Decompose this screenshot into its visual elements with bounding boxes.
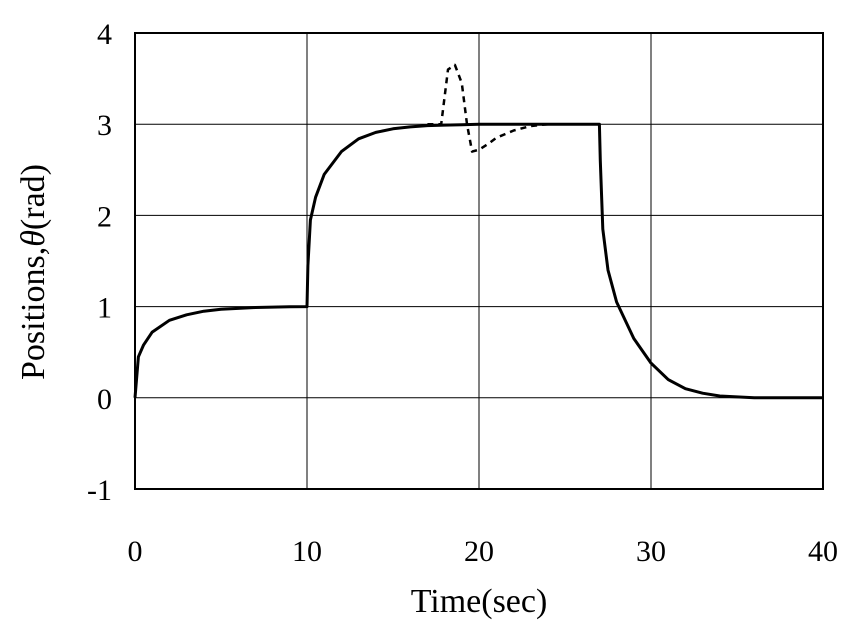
x-tick-label: 20: [464, 535, 494, 568]
y-axis-label: Positions,θ(rad): [15, 164, 52, 380]
y-tick-label: 3: [97, 109, 112, 142]
y-axis-label-unit: (rad): [15, 164, 52, 230]
x-tick-label: 10: [292, 535, 322, 568]
grid-lines: [134, 32, 824, 490]
y-tick-label: 0: [97, 383, 112, 416]
y-tick-label: 2: [97, 200, 112, 233]
y-tick-labels: -1 0 1 2 3 4: [87, 18, 112, 507]
series-layer: [133, 63, 823, 400]
dashed-series-line: [427, 63, 565, 153]
plot-frame: [134, 32, 824, 490]
x-tick-label: 30: [636, 535, 666, 568]
x-tick-label: 40: [808, 535, 838, 568]
y-axis-label-symbol: θ: [15, 230, 52, 247]
y-tick-label: -1: [87, 474, 112, 507]
x-axis-label: Time(sec): [411, 583, 548, 620]
solid-series-line: [133, 122, 823, 400]
x-tick-labels: 0 10 20 30 40: [128, 535, 839, 568]
x-tick-label: 0: [128, 535, 143, 568]
y-axis-label-prefix: Positions,: [15, 247, 52, 380]
y-tick-label: 1: [97, 292, 112, 325]
y-tick-label: 4: [97, 18, 112, 51]
